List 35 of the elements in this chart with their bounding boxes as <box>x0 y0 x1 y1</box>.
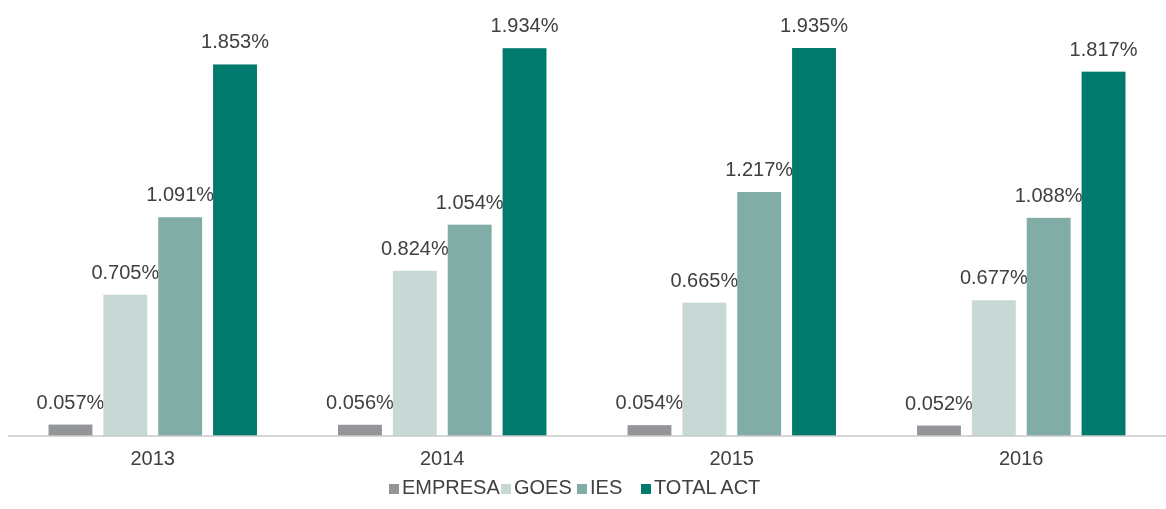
data-label: 1.054% <box>435 190 504 213</box>
legend-label: EMPRESA <box>402 476 501 498</box>
bar <box>1081 71 1126 436</box>
bar <box>158 217 203 436</box>
legend-label: IES <box>590 476 623 498</box>
bar <box>737 191 782 436</box>
bar <box>1026 217 1071 436</box>
bar <box>213 64 257 436</box>
legend-label: TOTAL ACT <box>654 476 761 498</box>
bar <box>971 300 1016 436</box>
data-label: 1.853% <box>201 30 270 53</box>
data-label: 0.057% <box>36 390 105 413</box>
bar <box>682 302 727 436</box>
data-label: 0.054% <box>615 391 684 414</box>
bar <box>502 48 547 436</box>
data-label: 0.705% <box>91 260 160 283</box>
bar <box>103 294 148 436</box>
x-tick-label: 2016 <box>999 447 1044 469</box>
data-label: 0.824% <box>380 236 449 259</box>
x-tick-label: 2013 <box>130 447 175 469</box>
bar <box>627 425 672 436</box>
bar <box>447 224 492 436</box>
data-label: 1.817% <box>1069 37 1138 60</box>
data-label: 1.934% <box>490 14 559 37</box>
data-label: 0.056% <box>326 390 395 413</box>
data-label: 0.052% <box>905 391 974 414</box>
legend-label: GOES <box>514 476 572 498</box>
data-label: 1.935% <box>780 14 849 36</box>
data-label: 1.088% <box>1014 183 1083 206</box>
x-tick-label: 2015 <box>709 447 754 469</box>
data-label: 0.665% <box>670 268 739 291</box>
bar <box>792 48 836 436</box>
data-label: 0.677% <box>959 266 1028 289</box>
x-tick-label: 2014 <box>420 447 465 469</box>
bar <box>392 270 437 436</box>
